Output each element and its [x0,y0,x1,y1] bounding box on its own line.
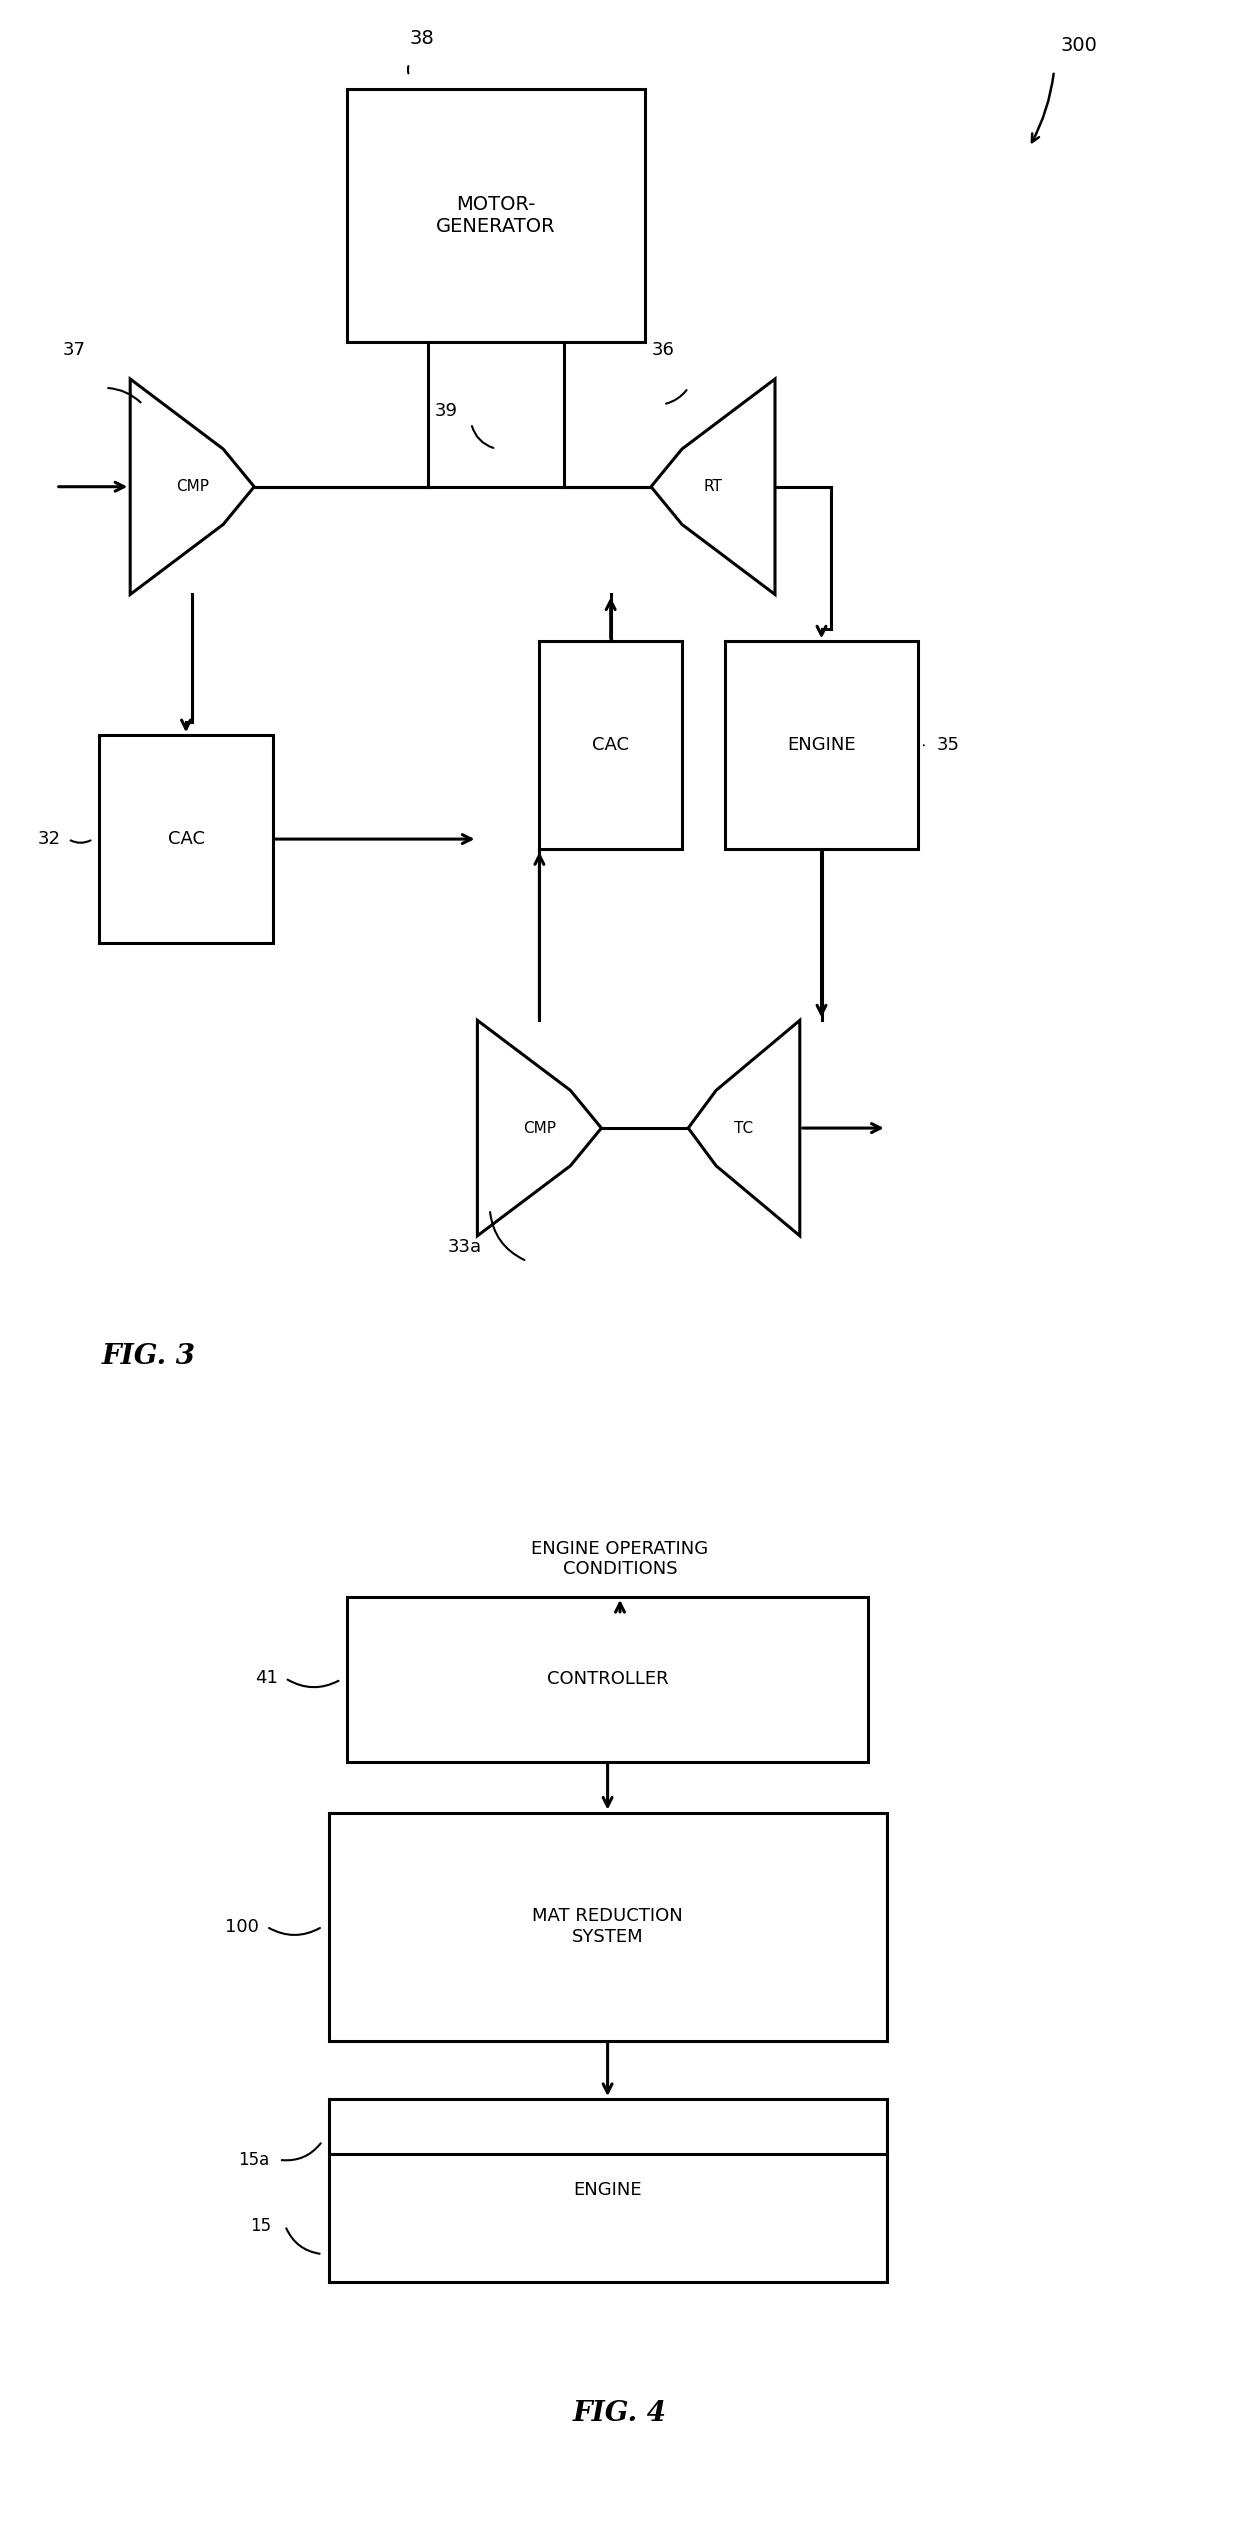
Text: 37: 37 [63,340,86,360]
Text: CAC: CAC [167,829,205,849]
Text: 38: 38 [409,28,434,48]
Text: 15a: 15a [238,2150,270,2170]
Text: CMP: CMP [523,1120,556,1136]
Text: 32: 32 [38,829,61,849]
Text: MAT REDUCTION
SYSTEM: MAT REDUCTION SYSTEM [532,1906,683,1947]
Bar [99,735,273,943]
Text: CMP: CMP [176,479,208,494]
Text: MOTOR-
GENERATOR: MOTOR- GENERATOR [436,195,556,236]
Bar [347,1597,868,1762]
Bar [329,2099,887,2282]
Text: 100: 100 [224,1916,259,1937]
Text: 39: 39 [435,401,458,421]
Bar [347,89,645,342]
Text: ENGINE OPERATING
CONDITIONS: ENGINE OPERATING CONDITIONS [532,1539,708,1579]
Text: TC: TC [734,1120,754,1136]
Bar [539,641,682,849]
Text: 300: 300 [1060,35,1097,56]
Text: 33a: 33a [448,1237,482,1257]
Text: ENGINE: ENGINE [573,2180,642,2200]
Text: RT: RT [703,479,723,494]
Text: CAC: CAC [593,735,629,755]
Text: 41: 41 [255,1668,278,1688]
Text: 36: 36 [652,340,675,360]
Bar [725,641,918,849]
Text: 35: 35 [936,735,960,755]
Text: FIG. 4: FIG. 4 [573,2401,667,2426]
Text: ENGINE: ENGINE [787,735,856,755]
Text: 15: 15 [249,2216,272,2236]
Text: FIG. 3: FIG. 3 [102,1344,196,1369]
Text: CONTROLLER: CONTROLLER [547,1671,668,1688]
Bar [329,1813,887,2041]
